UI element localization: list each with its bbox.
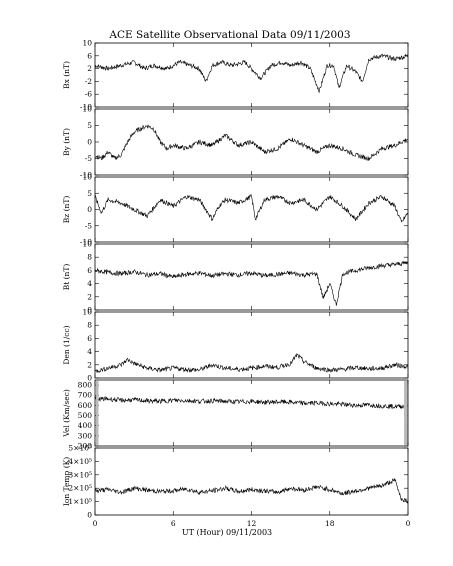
y-tick-label: 0 — [87, 374, 92, 383]
y-tick-label: 5×10⁵ — [68, 444, 92, 453]
y-tick-label: 10 — [82, 105, 92, 114]
y-tick-label: 400 — [78, 421, 93, 430]
y-tick-label: 10 — [82, 240, 92, 249]
y-tick-label: 200 — [78, 442, 93, 451]
x-tick-label: 0 — [93, 519, 98, 528]
y-tick-label: -10 — [80, 171, 92, 180]
y-tick-label: -10 — [80, 103, 92, 112]
chart-panels: -10 -6 -2 2 6 10 Bx (nT) -10 -5 0 5 10 By (nT) -10 -5 0… — [62, 39, 411, 529]
y-tick-label: 4×10⁵ — [68, 457, 92, 466]
panel-frame-bt — [94, 243, 409, 311]
y-tick-label: 2×10⁵ — [68, 484, 92, 493]
y-tick-label: 800 — [78, 381, 93, 390]
panel-frame-bz — [94, 176, 409, 243]
y-tick-label: -5 — [85, 221, 93, 230]
y-axis-label: Bx (nT) — [62, 61, 71, 89]
y-tick-label: 10 — [82, 39, 92, 48]
y-tick-label: 2 — [87, 292, 92, 301]
y-tick-label: 0 — [87, 511, 92, 520]
x-tick-label: 12 — [247, 519, 257, 528]
y-tick-label: -5 — [85, 154, 93, 163]
y-tick-label: 500 — [78, 411, 93, 420]
y-axis-label: Bt (nT) — [62, 264, 71, 291]
series-line-bx — [94, 53, 409, 93]
y-tick-label: 300 — [78, 431, 93, 440]
y-tick-label: 5 — [87, 121, 92, 130]
y-axis-label: Bz (nT) — [62, 196, 71, 224]
panel-frame-vel — [94, 379, 409, 447]
y-tick-label: 6 — [87, 51, 92, 60]
y-axis-label: Vel (Km/sec) — [62, 389, 71, 438]
y-tick-label: 600 — [78, 401, 93, 410]
data-gap-band — [96, 381, 99, 445]
y-tick-label: 2 — [87, 64, 92, 73]
y-tick-label: 10 — [82, 308, 92, 317]
x-tick-label: 0 — [406, 519, 411, 528]
series-line-by — [94, 124, 408, 161]
y-tick-label: 0 — [87, 138, 92, 147]
y-tick-label: 8 — [87, 321, 92, 330]
y-tick-label: 3×10⁵ — [68, 470, 92, 479]
y-tick-label: 5 — [87, 189, 92, 198]
data-gap-band — [404, 381, 408, 445]
panel-frame-by — [94, 108, 409, 176]
panel-frame-bx — [94, 42, 409, 108]
y-tick-label: 10 — [82, 173, 92, 182]
y-tick-label: 4 — [87, 279, 92, 288]
y-tick-label: 1×10⁵ — [68, 497, 92, 506]
y-tick-label: 8 — [87, 253, 92, 262]
y-axis-label: Ion Temp (K) — [62, 457, 71, 506]
series-line-bz — [94, 193, 409, 223]
series-line-ion-temp — [94, 477, 409, 504]
y-tick-label: 6 — [87, 334, 92, 343]
y-tick-label: -2 — [85, 77, 93, 86]
series-line-den — [94, 353, 409, 373]
y-tick-label: 6 — [87, 266, 92, 275]
x-tick-label: 6 — [171, 519, 176, 528]
series-line-vel — [94, 395, 409, 410]
y-tick-label: -6 — [85, 90, 93, 99]
y-tick-label: 2 — [87, 360, 92, 369]
x-tick-label: 18 — [325, 519, 335, 528]
y-tick-label: 4 — [87, 347, 92, 356]
y-tick-label: 0 — [87, 205, 92, 214]
y-axis-label: Den (1/cc) — [62, 325, 71, 364]
chart-title: ACE Satellite Observational Data 09/11/2… — [108, 29, 350, 41]
x-axis-label: UT (Hour) 09/11/2003 — [182, 528, 272, 537]
y-axis-label: By (nT) — [62, 128, 71, 156]
panel-frame-ion-temp — [94, 447, 409, 516]
y-tick-label: -10 — [80, 238, 92, 247]
series-line-bt — [94, 260, 409, 306]
y-tick-label: 700 — [78, 391, 93, 400]
y-tick-label: 0 — [87, 306, 92, 315]
